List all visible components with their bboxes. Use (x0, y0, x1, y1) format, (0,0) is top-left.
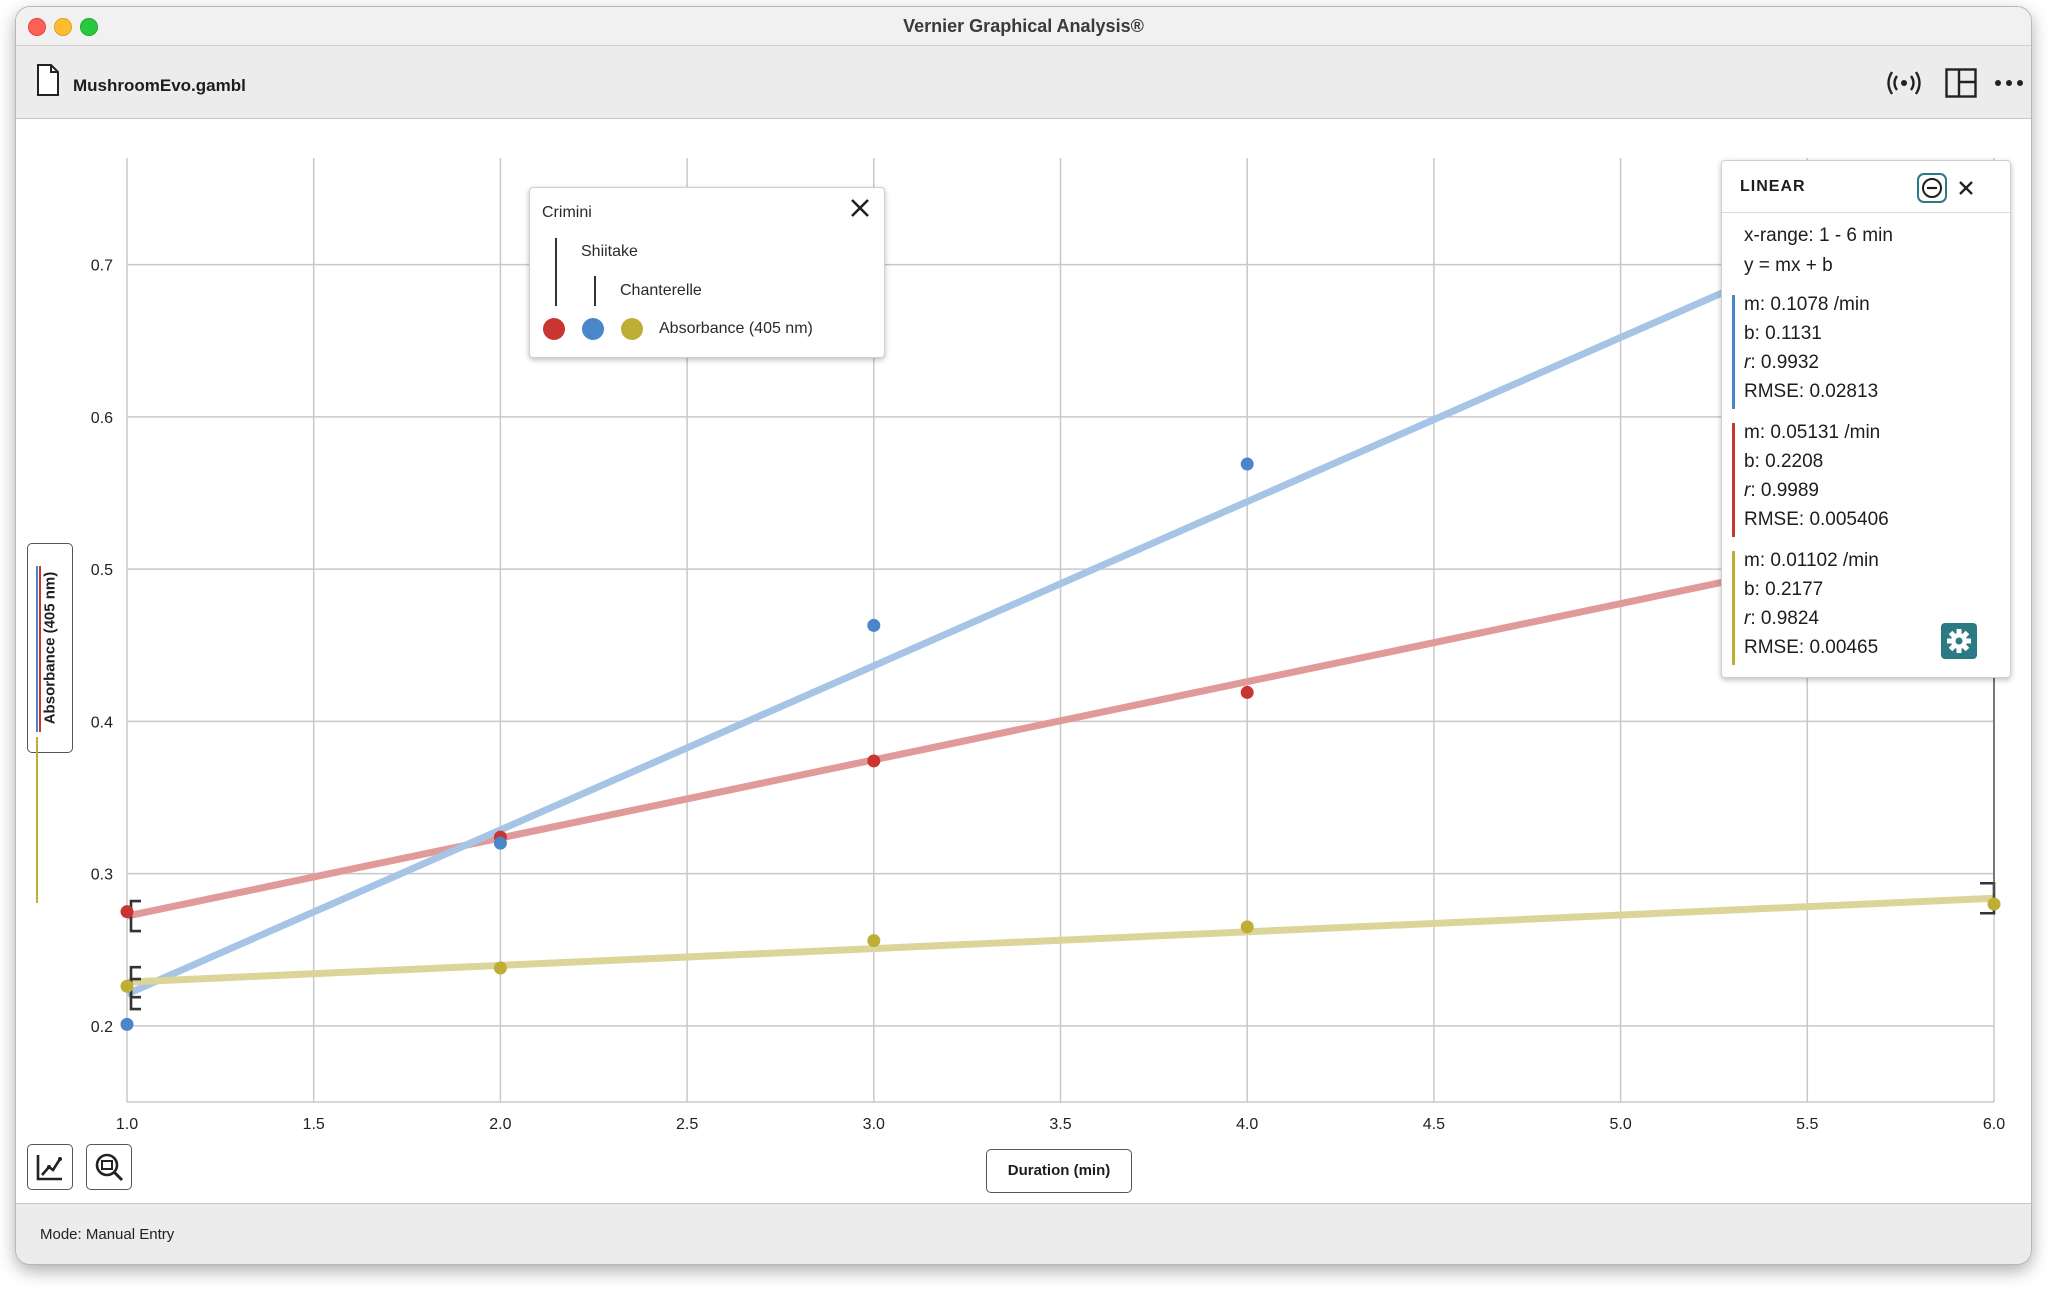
legend-dot-shiitake (582, 318, 604, 340)
mode-status: Mode: Manual Entry (40, 1226, 175, 1243)
fit-color-bar (1732, 295, 1735, 409)
data-point-shiitake[interactable] (493, 836, 507, 850)
fit-block-shiitake: m: 0.1078 /min b: 0.1131 r: 0.9932 RMSE:… (1732, 291, 2002, 411)
graph-area[interactable]: 1.0 1.5 2.0 2.5 3.0 3.5 4.0 4.5 5.0 5.5 6.0 0.2 0.3 0… (16, 119, 2031, 1209)
data-point-crimini[interactable] (1240, 685, 1254, 699)
fit-equation: y = mx + b (1744, 255, 1833, 276)
gear-icon (1947, 629, 1971, 653)
x-tick-label: 1.5 (303, 1116, 325, 1133)
legend-series-shiitake: Shiitake (581, 243, 638, 260)
x-tick-label: 2.5 (676, 1116, 698, 1133)
fit-color-bar (1732, 551, 1735, 665)
y-tick-label: 0.4 (91, 714, 113, 731)
legend-connector (594, 276, 596, 306)
fit-block-crimini: m: 0.05131 /min b: 0.2208 r: 0.9989 RMSE… (1732, 419, 2002, 539)
fit-correlation: r: 0.9989 (1744, 480, 1819, 501)
close-icon[interactable] (1958, 180, 1974, 196)
title-bar: Vernier Graphical Analysis® (16, 7, 2031, 46)
data-point-chanterelle[interactable] (120, 979, 134, 993)
y-tick-label: 0.6 (91, 410, 113, 427)
zoom-button[interactable] (86, 1144, 132, 1190)
linear-fit-panel[interactable]: LINEAR x-range: 1 - 6 min y = mx + b m: … (1721, 160, 2011, 678)
collapse-icon[interactable] (1917, 173, 1947, 203)
legend-series-crimini: Crimini (542, 204, 592, 221)
close-window-button[interactable] (28, 18, 46, 36)
fit-correlation: r: 0.9932 (1744, 352, 1819, 373)
range-brackets[interactable] (129, 178, 1996, 1011)
zoom-icon (95, 1153, 124, 1182)
data-point-shiitake[interactable] (1240, 457, 1254, 471)
data-point-crimini[interactable] (120, 905, 134, 919)
data-point-shiitake[interactable] (120, 1017, 134, 1031)
data-point-chanterelle[interactable] (1987, 897, 2001, 911)
fit-line-shiitake[interactable] (125, 170, 1996, 998)
fit-x-range: x-range: 1 - 6 min (1744, 225, 1893, 246)
y-tick-label: 0.3 (91, 867, 113, 884)
window-title: Vernier Graphical Analysis® (903, 16, 1144, 36)
legend-dot-chanterelle (621, 318, 643, 340)
status-bar: Mode: Manual Entry (16, 1203, 2031, 1264)
graph-tools-button[interactable] (27, 1144, 73, 1190)
x-axis-label-button[interactable]: Duration (min) (986, 1149, 1132, 1193)
x-tick-label: 4.5 (1423, 1116, 1445, 1133)
minimize-window-button[interactable] (54, 18, 72, 36)
file-icon[interactable] (36, 64, 60, 96)
fit-color-bar (1732, 423, 1735, 537)
maximize-window-button[interactable] (80, 18, 98, 36)
fit-intercept: b: 0.1131 (1744, 323, 1822, 344)
graph-legend[interactable]: Crimini Shiitake Chanterelle Absorbance … (529, 187, 885, 358)
y-tick-label: 0.2 (91, 1019, 113, 1036)
x-tick-label: 3.5 (1049, 1116, 1071, 1133)
fit-panel-header: LINEAR (1722, 161, 2010, 213)
data-point-chanterelle[interactable] (493, 961, 507, 975)
data-point-chanterelle[interactable] (867, 934, 881, 948)
fit-intercept: b: 0.2177 (1744, 579, 1824, 600)
x-tick-label: 6.0 (1983, 1116, 2005, 1133)
fit-slope: m: 0.1078 /min (1744, 294, 1870, 315)
x-tick-label: 2.0 (489, 1116, 511, 1133)
y-tick-label: 0.5 (91, 562, 113, 579)
fit-slope: m: 0.01102 /min (1744, 550, 1879, 571)
legend-series-chanterelle: Chanterelle (620, 282, 702, 299)
toolbar: MushroomEvo.gambl (16, 46, 2031, 119)
x-tick-label: 4.0 (1236, 1116, 1258, 1133)
fit-rmse: RMSE: 0.00465 (1744, 637, 1879, 658)
x-tick-label: 1.0 (116, 1116, 138, 1133)
layout-icon[interactable] (1945, 68, 1977, 98)
legend-column-label: Absorbance (405 nm) (659, 320, 813, 337)
legend-dot-crimini (543, 318, 565, 340)
fit-slope: m: 0.05131 /min (1744, 422, 1881, 443)
legend-connector (555, 238, 557, 306)
app-window: Vernier Graphical Analysis® MushroomEvo.… (16, 7, 2031, 1264)
graph-tools-icon (36, 1155, 62, 1181)
fit-block-chanterelle: m: 0.01102 /min b: 0.2177 r: 0.9824 RMSE… (1732, 547, 2002, 667)
y-axis-series-color-bars (36, 566, 44, 903)
close-icon[interactable] (850, 198, 870, 218)
fit-line-crimini[interactable] (126, 522, 1995, 920)
x-tick-label: 5.5 (1796, 1116, 1818, 1133)
fit-panel-title: LINEAR (1740, 178, 1806, 195)
more-icon[interactable] (1994, 68, 2024, 98)
axis-ticks: 1.0 1.5 2.0 2.5 3.0 3.5 4.0 4.5 5.0 5.5 6.0 0.2 0.3 0… (91, 258, 2005, 1133)
fit-correlation: r: 0.9824 (1744, 608, 1819, 629)
sensor-connect-icon[interactable] (1886, 68, 1922, 98)
y-axis-label: Absorbance (405 nm) (41, 571, 59, 725)
data-point-crimini[interactable] (867, 754, 881, 768)
file-name[interactable]: MushroomEvo.gambl (73, 76, 246, 95)
x-tick-label: 3.0 (863, 1116, 885, 1133)
data-point-chanterelle[interactable] (1240, 920, 1254, 934)
y-tick-label: 0.7 (91, 258, 113, 275)
fit-line-chanterelle[interactable] (126, 894, 1995, 986)
y-axis-label-button[interactable]: Absorbance (405 nm) (27, 543, 73, 903)
data-point-shiitake[interactable] (867, 618, 881, 632)
fit-lines (125, 170, 1996, 998)
fit-intercept: b: 0.2208 (1744, 451, 1824, 472)
fit-rmse: RMSE: 0.02813 (1744, 381, 1879, 402)
fit-options-button[interactable] (1941, 623, 1977, 659)
fit-rmse: RMSE: 0.005406 (1744, 509, 1889, 530)
x-tick-label: 5.0 (1609, 1116, 1631, 1133)
